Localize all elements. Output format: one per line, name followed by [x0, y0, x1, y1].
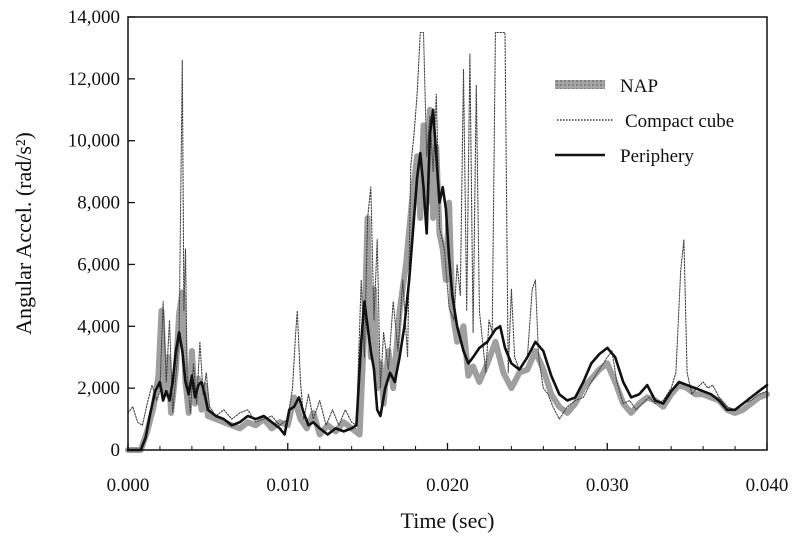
x-tick-label: 0.030 [586, 475, 629, 496]
series-line-nap [125, 106, 770, 453]
legend-label-nap: NAP [620, 76, 658, 97]
y-axis: 0 2,000 4,000 6,000 8,000 10,000 12,000 14,000 [68, 7, 135, 461]
legend-swatch-nap [555, 80, 605, 89]
legend-label-compact-cube: Compact cube [625, 111, 734, 132]
x-tick-label: 0.040 [746, 475, 789, 496]
series-line-periphery [126, 108, 769, 452]
y-tick-label: 6,000 [77, 254, 120, 275]
x-tick-label: 0.010 [266, 475, 309, 496]
legend: NAP Compact cube Periphery [555, 76, 734, 167]
y-tick-label: 14,000 [68, 7, 120, 28]
series-layer [125, 31, 770, 453]
x-axis: 0.000 0.010 0.020 0.030 0.040 [107, 443, 789, 496]
y-axis-title: Angular Accel. (rad/s²) [11, 132, 36, 335]
y-tick-label: 10,000 [68, 131, 120, 152]
x-tick-label: 0.020 [426, 475, 469, 496]
y-tick-label: 12,000 [68, 69, 120, 90]
y-tick-label: 4,000 [77, 316, 120, 337]
legend-label-periphery: Periphery [620, 146, 694, 167]
x-axis-title: Time (sec) [401, 508, 495, 533]
x-tick-label: 0.000 [107, 475, 150, 496]
y-tick-label: 0 [111, 440, 121, 461]
y-tick-label: 2,000 [77, 378, 120, 399]
y-tick-label: 8,000 [77, 193, 120, 214]
